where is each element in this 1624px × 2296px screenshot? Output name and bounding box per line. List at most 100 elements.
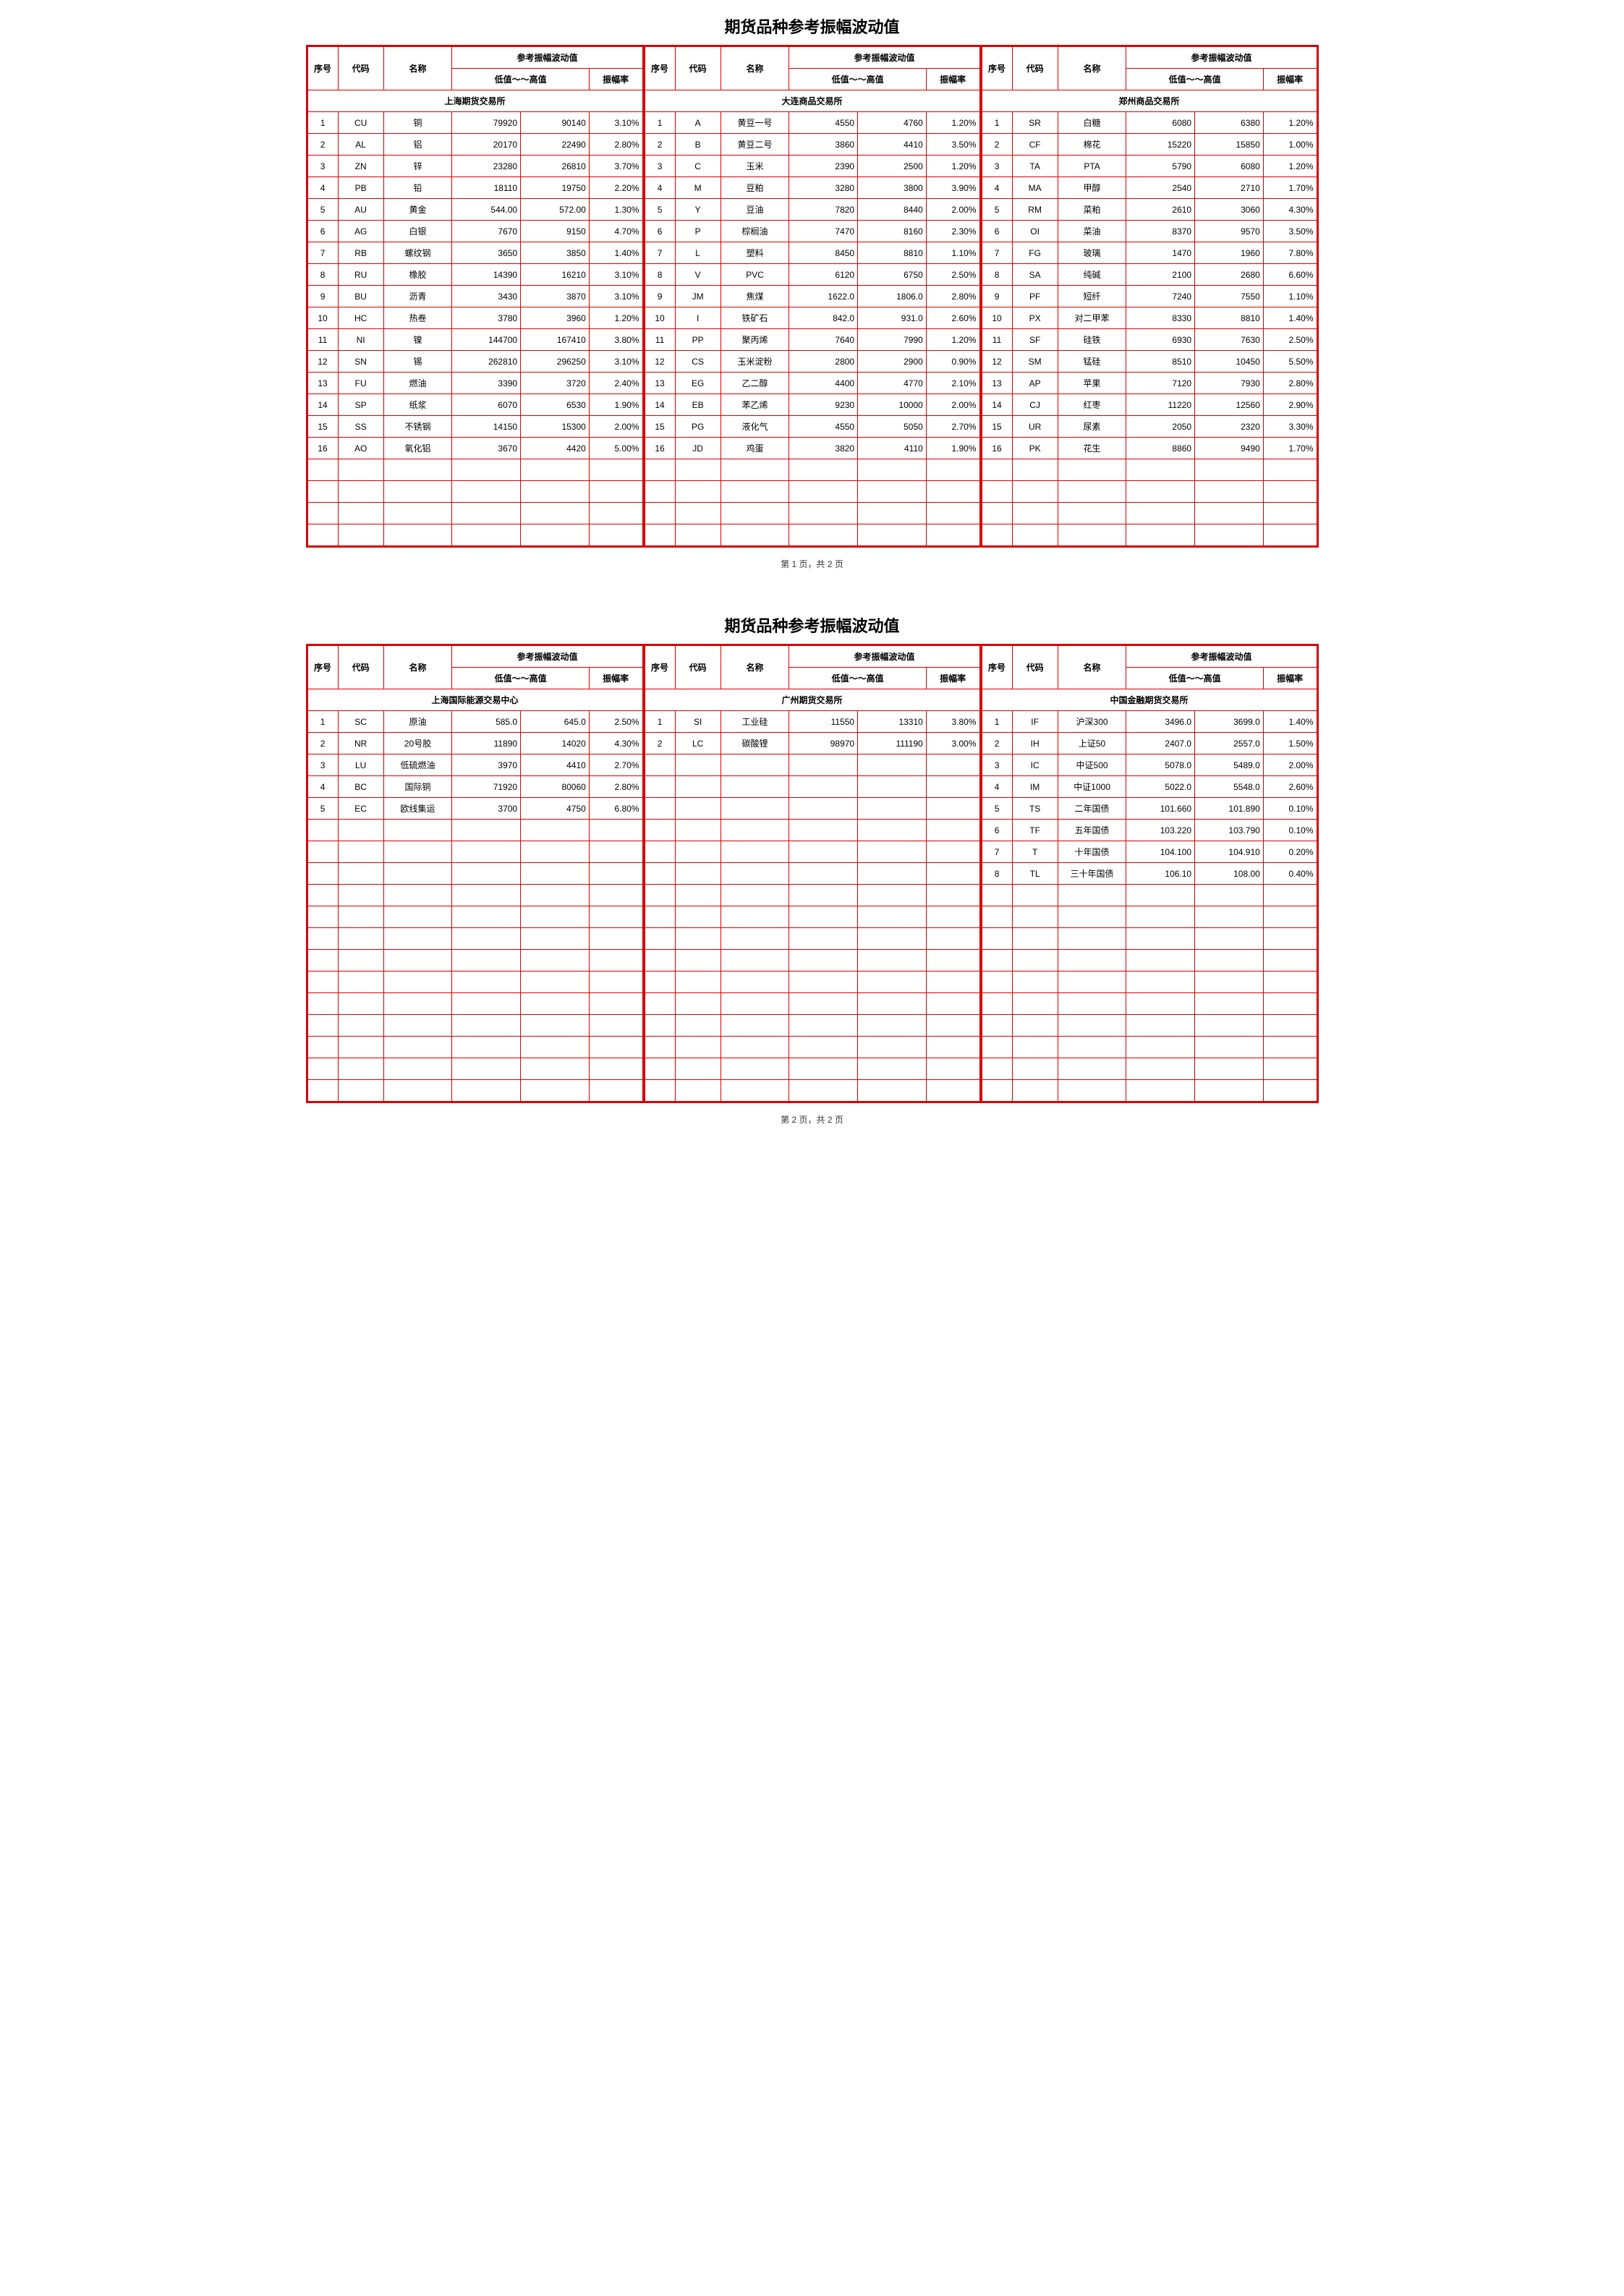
cell-empty [589,885,642,906]
cell-empty [452,1015,521,1037]
cell-empty [452,1080,521,1102]
cell-empty [926,906,979,928]
cell-high: 4770 [858,373,927,394]
cell-low: 7470 [789,221,858,242]
cell-code: TL [1012,863,1058,885]
cell-idx: 6 [645,221,675,242]
table-row: 2 CF 棉花 15220 15850 1.00% [982,134,1317,156]
cell-empty [1012,950,1058,971]
cell-name: 黄豆一号 [720,112,789,134]
cell-amp: 2.20% [589,177,642,199]
table-row: 9 JM 焦煤 1622.0 1806.0 2.80% [645,286,979,307]
cell-empty [589,481,642,503]
cell-amp: 3.00% [926,733,979,754]
table-row [307,503,642,524]
cell-empty [383,863,452,885]
cell-empty [926,1015,979,1037]
table-row: 6 OI 菜油 8370 9570 3.50% [982,221,1317,242]
cell-low: 3496.0 [1126,711,1195,733]
table-row: 12 SN 锡 262810 296250 3.10% [307,351,642,373]
cell-amp: 1.10% [1263,286,1317,307]
cell-empty [452,1058,521,1080]
cell-code: RB [338,242,383,264]
table-row [307,1080,642,1102]
cell-code: UR [1012,416,1058,438]
cell-idx: 15 [645,416,675,438]
cell-empty [338,993,383,1015]
futures-table: 序号 代码 名称 参考振幅波动值 低值～～高值 振幅率 上海国际能源交易中心 1… [307,645,643,1102]
cell-idx: 5 [307,798,338,820]
cell-name: 鸡蛋 [720,438,789,459]
table-row: 5 EC 欧线集运 3700 4750 6.80% [307,798,642,820]
cell-empty [645,928,675,950]
cell-name: 铅 [383,177,452,199]
cell-low: 3390 [452,373,521,394]
cell-code: AG [338,221,383,242]
table-row: 8 SA 纯碱 2100 2680 6.60% [982,264,1317,286]
cell-name: 玻璃 [1058,242,1126,264]
cell-empty [452,928,521,950]
table-row: 7 L 塑料 8450 8810 1.10% [645,242,979,264]
cell-name: 菜油 [1058,221,1126,242]
header-lowhigh: 低值～～高值 [1126,69,1263,90]
cell-low: 9230 [789,394,858,416]
cell-name: 尿素 [1058,416,1126,438]
cell-amp: 2.60% [926,307,979,329]
futures-table: 序号 代码 名称 参考振幅波动值 低值～～高值 振幅率 中国金融期货交易所 1 … [982,645,1317,1102]
cell-idx: 4 [307,776,338,798]
cell-empty [307,1080,338,1102]
header-lowhigh: 低值～～高值 [452,668,589,689]
cell-name: 甲醇 [1058,177,1126,199]
cell-idx: 8 [982,863,1012,885]
exchange-row: 郑州商品交易所 [982,90,1317,112]
cell-empty [720,503,789,524]
cell-amp: 4.30% [589,733,642,754]
cell-empty [521,503,590,524]
cell-name: 螺纹钢 [383,242,452,264]
cell-empty [1126,459,1195,481]
cell-empty [645,906,675,928]
cell-code: P [675,221,720,242]
cell-name: 花生 [1058,438,1126,459]
header-group: 参考振幅波动值 [1126,646,1317,668]
page: 期货品种参考振幅波动值 序号 代码 名称 参考振幅波动值 低值～～高值 振幅率 … [306,613,1319,1126]
cell-empty [338,503,383,524]
page-title: 期货品种参考振幅波动值 [306,613,1319,637]
cell-high: 4410 [858,134,927,156]
cell-code: PK [1012,438,1058,459]
cell-name: 锰硅 [1058,351,1126,373]
cell-empty [645,524,675,546]
cell-high: 22490 [521,134,590,156]
cell-empty [926,993,979,1015]
cell-idx: 4 [307,177,338,199]
cell-empty [982,481,1012,503]
cell-amp: 2.80% [926,286,979,307]
cell-empty [720,841,789,863]
cell-low: 2050 [1126,416,1195,438]
cell-amp: 1.70% [1263,177,1317,199]
cell-empty [1012,993,1058,1015]
cell-amp: 2.80% [589,776,642,798]
cell-empty [675,524,720,546]
cell-idx: 9 [982,286,1012,307]
cell-name: 黄金 [383,199,452,221]
cell-empty [645,820,675,841]
table-row: 9 BU 沥青 3430 3870 3.10% [307,286,642,307]
exchange-row: 上海期货交易所 [307,90,642,112]
cell-empty [645,863,675,885]
cell-high: 5050 [858,416,927,438]
cell-idx: 11 [645,329,675,351]
table-row [307,481,642,503]
cell-empty [521,906,590,928]
header-group: 参考振幅波动值 [789,47,979,69]
cell-high: 572.00 [521,199,590,221]
cell-empty [982,1080,1012,1102]
table-row: 4 PB 铅 18110 19750 2.20% [307,177,642,199]
tables-container: 序号 代码 名称 参考振幅波动值 低值～～高值 振幅率 上海国际能源交易中心 1… [306,644,1319,1103]
cell-empty [1126,906,1195,928]
cell-name: 碳酸锂 [720,733,789,754]
cell-code: C [675,156,720,177]
table-row [982,481,1317,503]
header-name: 名称 [720,47,789,90]
cell-high: 8440 [858,199,927,221]
